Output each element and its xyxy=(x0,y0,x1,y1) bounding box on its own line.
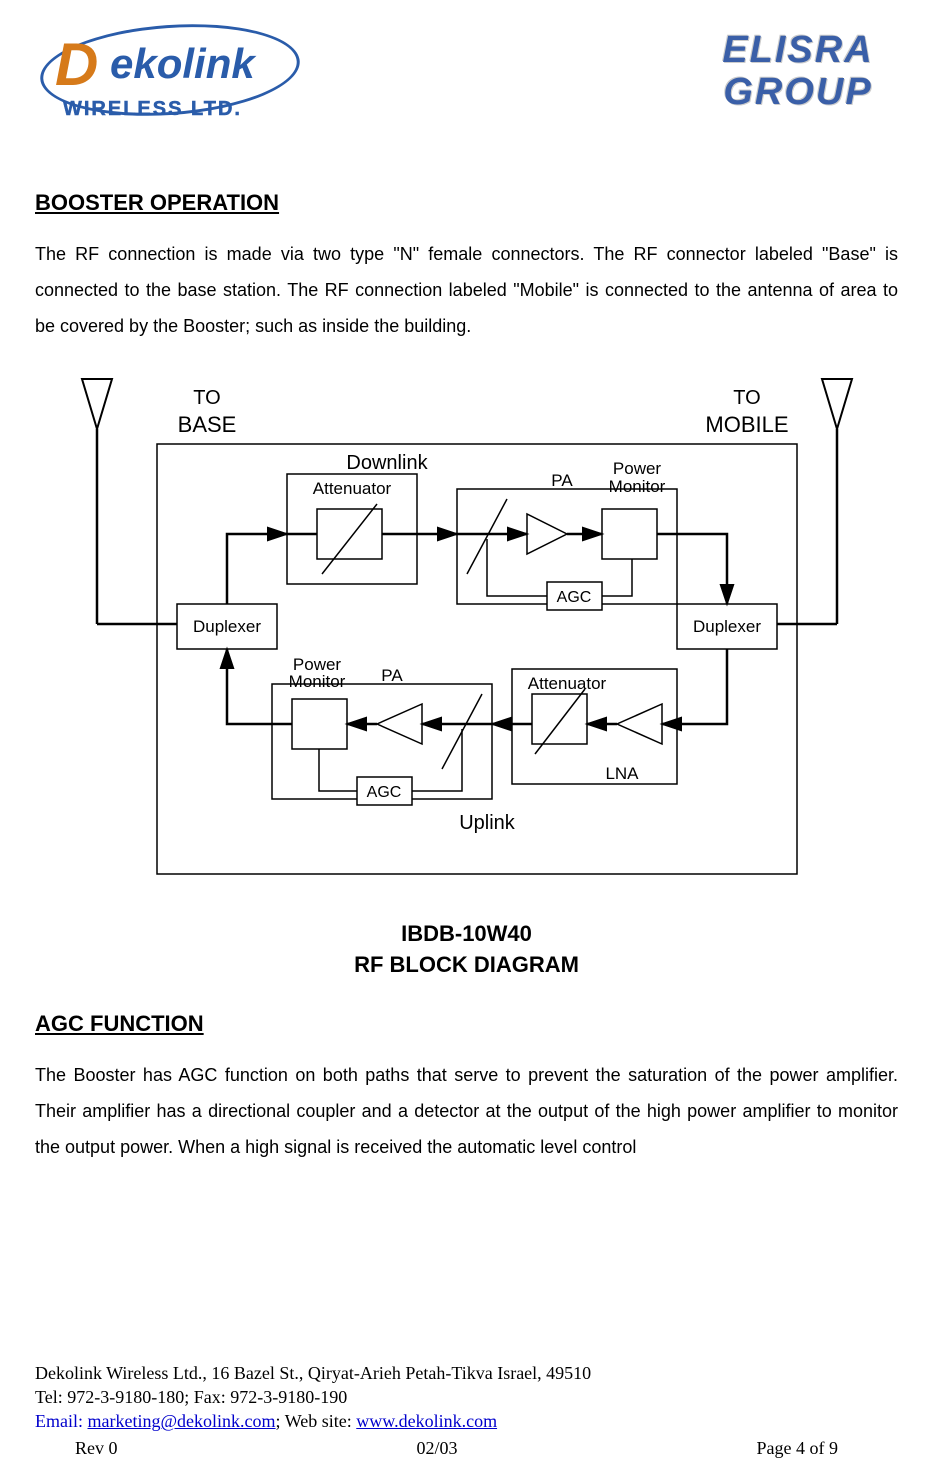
elisra-logo: ELISRA GROUP xyxy=(698,20,898,114)
logo-letter: D xyxy=(55,30,98,99)
footer-web-label: ; Web site: xyxy=(276,1411,357,1431)
footer-contact: Email: marketing@dekolink.com; Web site:… xyxy=(35,1409,898,1433)
label-pa-ul: PA xyxy=(381,666,403,685)
diagram-caption: IBDB-10W40 RF BLOCK DIAGRAM xyxy=(57,919,877,981)
section-title-booster: BOOSTER OPERATION xyxy=(35,190,898,216)
label-agc-dl: AGC xyxy=(556,589,591,606)
caption-line2: RF BLOCK DIAGRAM xyxy=(354,952,579,977)
block-diagram: TO BASE TO MOBILE Downlink Duplexer Dupl… xyxy=(57,374,877,981)
booster-paragraph: The RF connection is made via two type "… xyxy=(35,236,898,344)
agc-paragraph: The Booster has AGC function on both pat… xyxy=(35,1057,898,1165)
footer-rev: Rev 0 xyxy=(75,1436,118,1460)
label-to-mobile: TO xyxy=(733,387,760,409)
block-power-monitor-dl xyxy=(602,509,657,559)
antenna-base-icon xyxy=(82,379,112,624)
label-to-base: TO xyxy=(193,387,220,409)
elisra-line1: ELISRA xyxy=(698,30,898,72)
label-agc-ul: AGC xyxy=(366,784,401,801)
block-power-monitor-ul xyxy=(292,699,347,749)
label-attenuator-ul: Attenuator xyxy=(527,674,606,693)
label-pm-dl-1: Power xyxy=(612,459,661,478)
footer-email-label: Email: xyxy=(35,1411,88,1431)
label-duplexer-right: Duplexer xyxy=(692,617,760,636)
label-base: BASE xyxy=(177,412,236,437)
page-footer: Dekolink Wireless Ltd., 16 Bazel St., Qi… xyxy=(35,1361,898,1460)
label-mobile: MOBILE xyxy=(705,412,788,437)
footer-address: Dekolink Wireless Ltd., 16 Bazel St., Qi… xyxy=(35,1361,898,1385)
footer-web-link[interactable]: www.dekolink.com xyxy=(356,1411,497,1431)
antenna-mobile-icon xyxy=(822,379,852,624)
footer-date: 02/03 xyxy=(417,1436,458,1460)
logo-word: ekolink xyxy=(110,40,255,88)
dekolink-logo: D ekolink WIRELESS LTD. xyxy=(35,20,315,150)
block-diagram-svg: TO BASE TO MOBILE Downlink Duplexer Dupl… xyxy=(57,374,877,904)
section-title-agc: AGC FUNCTION xyxy=(35,1011,898,1037)
label-duplexer-left: Duplexer xyxy=(192,617,260,636)
page-header: D ekolink WIRELESS LTD. ELISRA GROUP xyxy=(35,20,898,150)
logo-subtitle: WIRELESS LTD. xyxy=(63,98,242,121)
elisra-line2: GROUP xyxy=(698,72,898,114)
label-downlink: Downlink xyxy=(346,452,428,474)
label-pm-dl-2: Monitor xyxy=(608,477,665,496)
footer-email-link[interactable]: marketing@dekolink.com xyxy=(88,1411,276,1431)
label-attenuator-dl: Attenuator xyxy=(312,479,391,498)
label-pm-ul-2: Monitor xyxy=(288,672,345,691)
label-lna: LNA xyxy=(605,764,639,783)
footer-tel: Tel: 972-3-9180-180; Fax: 972-3-9180-190 xyxy=(35,1385,898,1409)
label-uplink: Uplink xyxy=(459,812,516,834)
footer-page: Page 4 of 9 xyxy=(757,1436,838,1460)
caption-line1: IBDB-10W40 xyxy=(401,921,532,946)
label-pa-dl: PA xyxy=(551,471,573,490)
